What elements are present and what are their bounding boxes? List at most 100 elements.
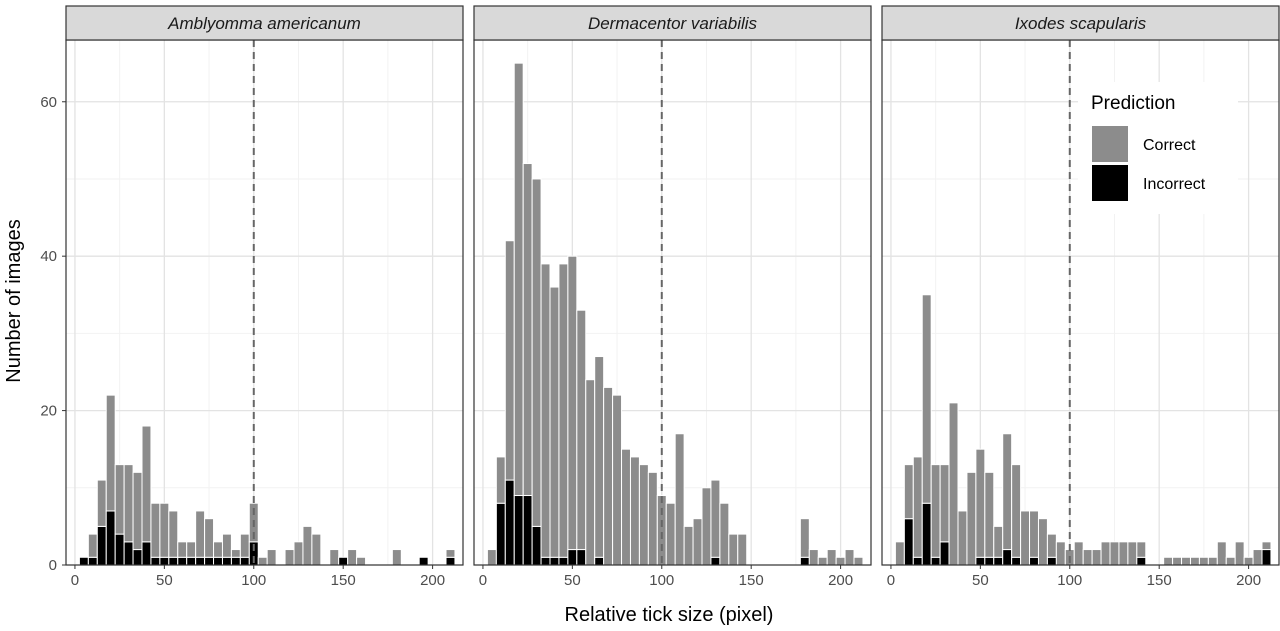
bar-correct — [1252, 549, 1263, 566]
bar-correct — [1207, 556, 1218, 566]
bar-correct — [638, 464, 649, 566]
legend-key-incorrect — [1092, 165, 1128, 201]
bar-incorrect — [87, 556, 98, 566]
bar-correct — [141, 425, 152, 543]
bar-correct — [105, 394, 116, 512]
x-tick-label: 100 — [241, 572, 266, 589]
bar-correct — [1234, 541, 1245, 566]
bar-correct — [683, 525, 694, 566]
bar-correct — [603, 386, 614, 566]
bar-correct — [576, 309, 587, 551]
bar-correct — [1225, 556, 1236, 566]
axes: Relative tick size (pixel) Number of ima… — [3, 94, 773, 626]
bar-incorrect — [531, 525, 542, 566]
bar-correct — [975, 448, 986, 558]
bar-correct — [629, 456, 640, 566]
bar-incorrect — [558, 556, 569, 566]
bar-incorrect — [1011, 556, 1022, 566]
bar-correct — [302, 525, 313, 566]
bar-correct — [665, 502, 676, 566]
bar-incorrect — [984, 556, 995, 566]
bar-correct — [912, 456, 923, 558]
bar-incorrect — [993, 556, 1004, 566]
bar-correct — [1100, 541, 1111, 566]
bar-correct — [728, 533, 739, 566]
bar-correct — [531, 178, 542, 527]
bar-correct — [1029, 510, 1039, 558]
bar-correct — [826, 549, 837, 566]
bar-correct — [168, 510, 179, 558]
bar-incorrect — [504, 479, 515, 566]
bar-correct — [1163, 556, 1174, 566]
x-tick-label: 200 — [1236, 572, 1261, 589]
facet-strip-label: Ixodes scapularis — [1015, 14, 1147, 33]
bar-correct — [114, 464, 125, 535]
bar-correct — [150, 502, 161, 558]
bar-correct — [993, 525, 1004, 558]
legend-key-correct — [1092, 126, 1128, 162]
bar-correct — [1189, 556, 1200, 566]
y-tick-label: 20 — [40, 403, 57, 420]
x-tick-label: 50 — [156, 572, 173, 589]
bar-correct — [195, 510, 206, 558]
bar-correct — [486, 549, 497, 566]
bar-correct — [549, 286, 560, 558]
y-tick-label: 40 — [40, 248, 57, 265]
bar-incorrect — [1136, 556, 1147, 566]
bar-correct — [347, 549, 358, 566]
bar-incorrect — [213, 556, 223, 566]
bar-correct — [1216, 541, 1227, 566]
bar-correct — [1172, 556, 1183, 566]
bar-correct — [1020, 510, 1031, 566]
bar-correct — [1082, 549, 1093, 566]
bar-incorrect — [576, 549, 587, 566]
bar-correct — [984, 471, 995, 558]
bar-correct — [356, 556, 367, 566]
bar-correct — [284, 549, 295, 566]
legend-label: Correct — [1143, 137, 1196, 154]
bar-correct — [853, 556, 864, 566]
bar-incorrect — [912, 556, 923, 566]
bar-incorrect — [903, 518, 914, 566]
bar-incorrect — [105, 510, 116, 566]
bar-incorrect — [513, 495, 524, 566]
bar-incorrect — [186, 556, 197, 566]
bar-incorrect — [445, 556, 456, 566]
bar-incorrect — [221, 556, 232, 566]
bar-correct — [513, 62, 524, 497]
bar-correct — [612, 394, 623, 566]
x-tick-label: 0 — [479, 572, 487, 589]
bar-correct — [1073, 541, 1084, 566]
x-tick-label: 150 — [331, 572, 356, 589]
bar-incorrect — [168, 556, 179, 566]
bar-correct — [495, 456, 506, 504]
x-tick-label: 50 — [564, 572, 581, 589]
bar-correct — [656, 495, 667, 566]
bar-incorrect — [1261, 549, 1272, 566]
bar-correct — [558, 263, 569, 558]
bar-correct — [594, 356, 605, 558]
bar-correct — [1261, 541, 1272, 551]
facet-strip-label: Amblyomma americanum — [167, 14, 361, 33]
bar-correct — [966, 471, 977, 566]
bar-correct — [266, 549, 277, 566]
bar-correct — [921, 294, 932, 504]
bar-correct — [1243, 556, 1254, 566]
bar-correct — [621, 448, 631, 566]
bar-incorrect — [159, 556, 170, 566]
bar-correct — [1002, 433, 1013, 551]
bar-incorrect — [78, 556, 89, 566]
y-tick-label: 60 — [40, 94, 57, 111]
bar-correct — [719, 502, 730, 566]
bar-correct — [87, 533, 98, 558]
bar-correct — [701, 487, 712, 566]
x-tick-label: 0 — [71, 572, 79, 589]
bar-correct — [177, 541, 188, 558]
bar-incorrect — [495, 502, 506, 566]
bar-correct — [567, 255, 578, 551]
bar-correct — [504, 240, 515, 481]
bar-correct — [1198, 556, 1209, 566]
bar-incorrect — [1002, 549, 1013, 566]
x-tick-label: 200 — [828, 572, 853, 589]
bar-correct — [817, 556, 828, 566]
